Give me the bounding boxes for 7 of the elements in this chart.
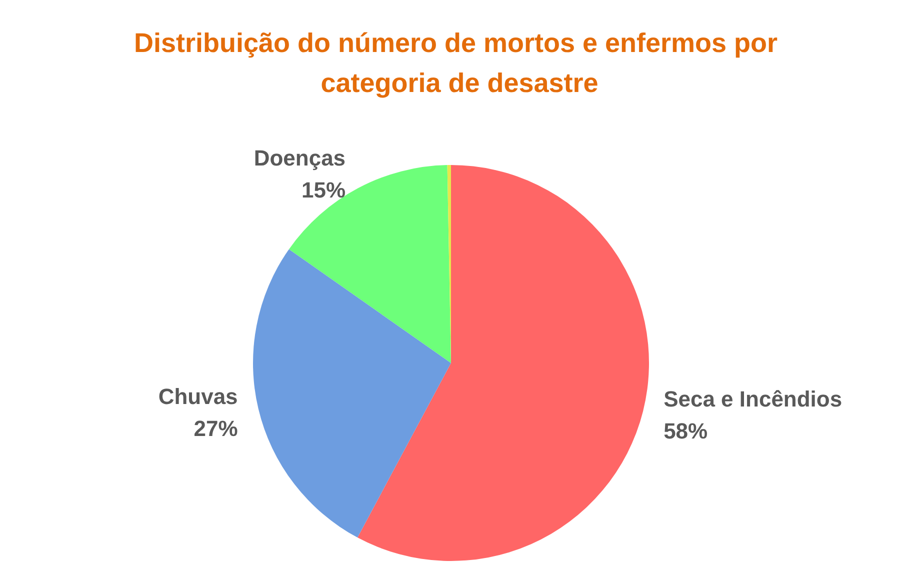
data-label: 15% xyxy=(302,178,346,203)
slice-label: Chuvas xyxy=(158,384,238,409)
data-label: 27% xyxy=(194,416,238,441)
slice-label: Seca e Incêndios xyxy=(664,386,842,412)
data-label: 58% xyxy=(664,418,708,444)
slice-label: Doenças xyxy=(254,146,346,171)
chart-title: Distribuição do número de mortos e enfermos por categoria de desastre xyxy=(134,28,786,98)
